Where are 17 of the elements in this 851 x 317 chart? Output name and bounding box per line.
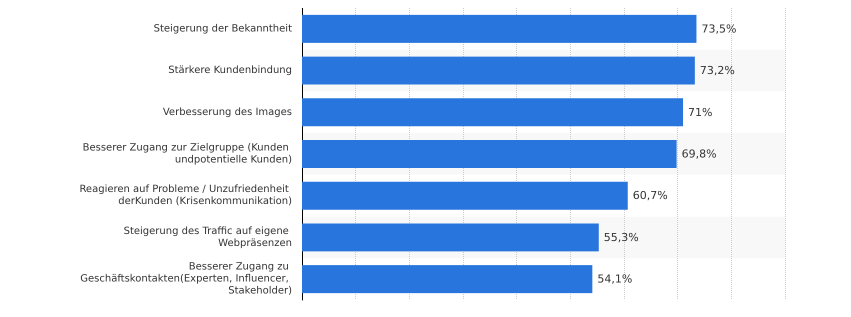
data-label: 69,8%	[682, 148, 717, 160]
data-label: 60,7%	[632, 189, 668, 202]
data-label: 73,2%	[700, 64, 735, 78]
y-tick-label: Steigerung der Bekanntheit	[154, 23, 292, 34]
y-tick-label: Stärkere Kundenbindung	[168, 65, 292, 76]
y-tick-label: Verbesserung des Images	[162, 106, 292, 118]
bar	[302, 182, 628, 210]
y-tick-label: Reagieren auf Probleme / Unzufriedenheit derKunden (Krisenkommunikation)	[79, 184, 292, 208]
data-label: 54,1%	[597, 272, 632, 286]
data-label: 55,3%	[604, 230, 639, 244]
bar	[302, 223, 599, 252]
bar	[302, 265, 592, 294]
data-label: 71%	[688, 106, 712, 119]
y-tick-label: Besserer Zugang zu Geschäftskontakten(Experten, Influencer, Stakeholder)	[80, 262, 292, 297]
data-label: 73,5%	[701, 22, 736, 36]
y-tick-label: Steigerung des Traffic auf eigene Webpräsenzen	[124, 226, 292, 249]
y-tick-label: Besserer Zugang zur Zielgruppe (Kunden undpotentielle Kunden)	[82, 142, 292, 166]
